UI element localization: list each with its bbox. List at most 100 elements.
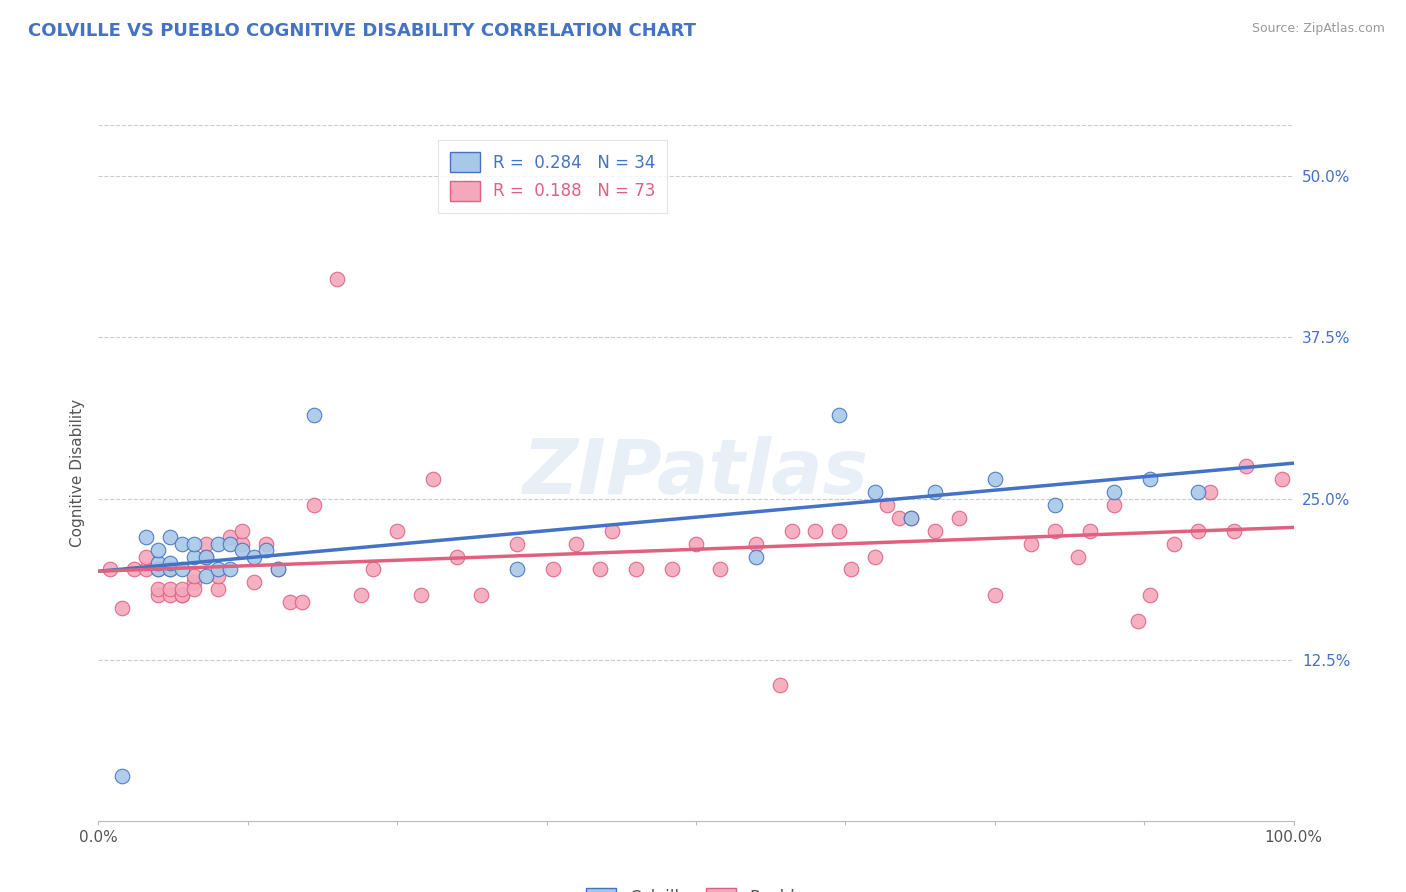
Point (207, 536, 229, 550)
Point (1102, 498, 1125, 512)
Point (291, 594, 314, 608)
Point (863, 549, 887, 564)
Point (350, 588, 373, 602)
Point (1222, 524, 1246, 538)
Point (194, 536, 218, 550)
Point (111, 601, 134, 615)
Point (124, 562, 146, 576)
Point (172, 588, 194, 602)
Point (219, 562, 242, 576)
Point (267, 562, 290, 576)
Point (411, 588, 433, 602)
Point (231, 524, 253, 538)
Point (602, 524, 624, 538)
Legend: Colville, Pueblo: Colville, Pueblo (579, 881, 813, 892)
Point (506, 536, 529, 550)
Point (363, 562, 385, 576)
Point (194, 549, 218, 564)
Point (1198, 485, 1220, 500)
Point (685, 536, 707, 550)
Point (1187, 524, 1209, 538)
Text: Source: ZipAtlas.com: Source: ZipAtlas.com (1251, 22, 1385, 36)
Point (148, 588, 170, 602)
Point (984, 588, 1007, 602)
Point (470, 588, 492, 602)
Point (278, 594, 301, 608)
Point (172, 588, 194, 602)
Point (1019, 536, 1042, 550)
Point (183, 575, 205, 590)
Point (159, 562, 181, 576)
Point (745, 536, 768, 550)
Point (422, 472, 444, 486)
Point (172, 536, 194, 550)
Point (326, 272, 349, 286)
Point (626, 562, 648, 576)
Point (194, 569, 218, 583)
Point (661, 562, 683, 576)
Point (565, 536, 588, 550)
Point (207, 569, 229, 583)
Point (828, 524, 851, 538)
Point (1271, 472, 1294, 486)
Point (148, 562, 170, 576)
Text: ZIPatlas: ZIPatlas (523, 436, 869, 509)
Point (924, 485, 946, 500)
Point (207, 582, 229, 596)
Point (148, 556, 170, 570)
Point (183, 569, 205, 583)
Point (841, 562, 863, 576)
Point (148, 582, 170, 596)
Point (172, 562, 194, 576)
Point (876, 498, 898, 512)
Point (745, 549, 768, 564)
Point (159, 582, 181, 596)
Point (135, 549, 157, 564)
Point (889, 511, 911, 525)
Point (302, 498, 325, 512)
Point (900, 511, 922, 525)
Point (780, 524, 803, 538)
Point (219, 530, 242, 544)
Point (948, 511, 970, 525)
Point (828, 408, 851, 422)
Point (172, 582, 194, 596)
Point (148, 543, 170, 558)
Point (183, 549, 205, 564)
Point (254, 536, 277, 550)
Point (1043, 524, 1066, 538)
Y-axis label: Cognitive Disability: Cognitive Disability (69, 399, 84, 547)
Point (159, 588, 181, 602)
Point (254, 543, 277, 558)
Point (267, 562, 290, 576)
Point (135, 562, 157, 576)
Point (231, 536, 253, 550)
Point (506, 562, 529, 576)
Point (900, 511, 922, 525)
Point (1128, 614, 1150, 628)
Point (1102, 485, 1125, 500)
Point (984, 472, 1007, 486)
Point (863, 485, 887, 500)
Point (1043, 498, 1066, 512)
Point (302, 408, 325, 422)
Point (159, 530, 181, 544)
Point (768, 678, 790, 692)
Point (148, 562, 170, 576)
Point (1080, 524, 1102, 538)
Point (159, 562, 181, 576)
Text: COLVILLE VS PUEBLO COGNITIVE DISABILITY CORRELATION CHART: COLVILLE VS PUEBLO COGNITIVE DISABILITY … (28, 22, 696, 40)
Point (1139, 472, 1161, 486)
Point (1234, 459, 1257, 474)
Point (111, 768, 134, 782)
Point (1139, 588, 1161, 602)
Point (1163, 536, 1185, 550)
Point (243, 575, 266, 590)
Point (135, 530, 157, 544)
Point (194, 549, 218, 564)
Point (243, 549, 266, 564)
Point (183, 582, 205, 596)
Point (385, 524, 409, 538)
Point (231, 543, 253, 558)
Point (709, 562, 731, 576)
